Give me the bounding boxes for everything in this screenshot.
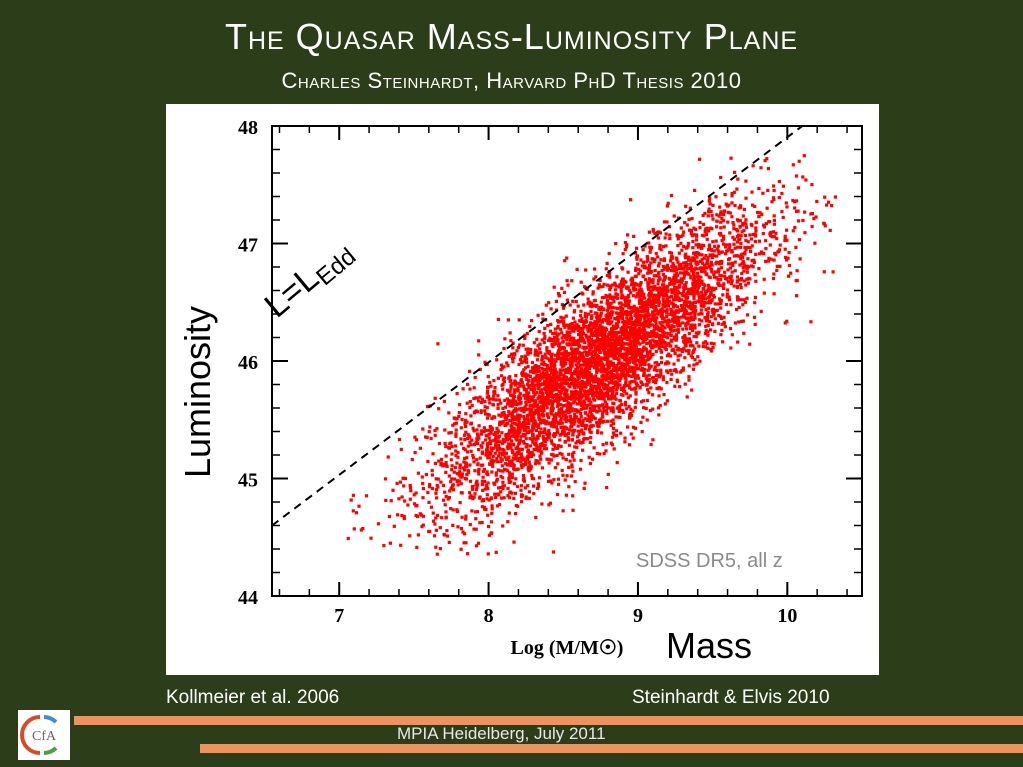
x-tick-label: 8 bbox=[484, 605, 494, 627]
cfa-logo-icon: CfA bbox=[20, 715, 58, 755]
y-axis-label-text: Luminosity bbox=[177, 305, 218, 479]
x-tick-label: 9 bbox=[633, 605, 643, 627]
y-tick-label: 46 bbox=[238, 352, 258, 374]
y-tick-label: 44 bbox=[238, 587, 258, 609]
x-tick-label: 7 bbox=[334, 605, 344, 627]
citation-left: Kollmeier et al. 2006 bbox=[166, 687, 340, 708]
plot-panel: 7 8 9 10 44 45 46 47 48 Log (M/M☉) bbox=[166, 104, 879, 675]
citation-right: Steinhardt & Elvis 2010 bbox=[632, 687, 830, 708]
accent-bar-top bbox=[74, 716, 1023, 725]
y-tick-label: 47 bbox=[238, 235, 258, 257]
footer-text: MPIA Heidelberg, July 2011 bbox=[397, 724, 606, 743]
cfa-logo-text: CfA bbox=[32, 729, 57, 744]
mass-label: Mass bbox=[666, 625, 753, 666]
sample-label: SDSS DR5, all z bbox=[636, 550, 783, 572]
x-tick-label: 10 bbox=[777, 605, 797, 627]
slide-subtitle: Charles Steinhardt, Harvard PhD Thesis 2… bbox=[281, 68, 742, 93]
y-tick-label: 48 bbox=[238, 117, 258, 139]
slide-title: The Quasar Mass-Luminosity Plane bbox=[224, 16, 799, 57]
x-axis-label: Log (M/M☉) bbox=[511, 637, 624, 659]
y-tick-label: 45 bbox=[238, 470, 258, 492]
eddington-line bbox=[271, 125, 803, 527]
scatter-plot: 7 8 9 10 44 45 46 47 48 Log (M/M☉) bbox=[238, 117, 863, 659]
cfa-logo: CfA bbox=[18, 710, 70, 760]
accent-bar-bottom bbox=[200, 744, 1023, 753]
